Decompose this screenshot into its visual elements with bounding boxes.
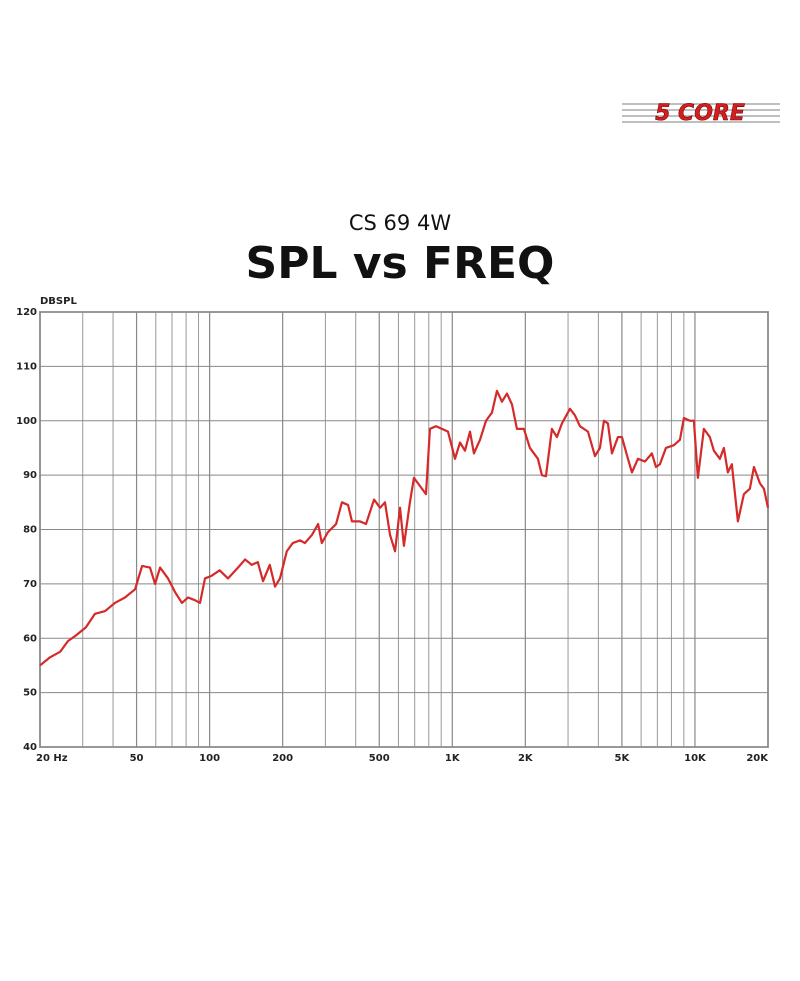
x-tick-label: 500: [369, 753, 390, 764]
spl-line: [39, 389, 770, 667]
y-tick-label: 40: [23, 742, 37, 753]
y-axis-label: DBSPL: [40, 296, 77, 307]
x-tick-label: 50: [130, 753, 144, 764]
y-tick-label: 50: [23, 688, 37, 699]
logo: 5 CORE: [622, 101, 780, 126]
y-tick-label: 70: [23, 579, 37, 590]
x-tick-label: 5K: [615, 753, 631, 764]
x-tick-label: 2K: [518, 753, 534, 764]
x-tick-label: 1K: [445, 753, 461, 764]
y-tick-label: 80: [23, 525, 37, 536]
x-tick-label: 10K: [684, 753, 707, 764]
x-tick-label: 20K: [746, 753, 769, 764]
y-tick-label: 120: [16, 307, 37, 318]
x-tick-label: 100: [199, 753, 220, 764]
x-tick-label: 20 Hz: [36, 753, 68, 764]
chart-title: SPL vs FREQ: [246, 238, 555, 289]
y-tick-label: 110: [16, 361, 37, 372]
logo-text: 5 CORE: [655, 101, 745, 126]
x-tick-label: 200: [272, 753, 293, 764]
y-tick-label: 100: [16, 416, 37, 427]
y-tick-label: 60: [23, 633, 37, 644]
chart-subtitle: CS 69 4W: [349, 211, 451, 235]
y-tick-label: 90: [23, 470, 37, 481]
